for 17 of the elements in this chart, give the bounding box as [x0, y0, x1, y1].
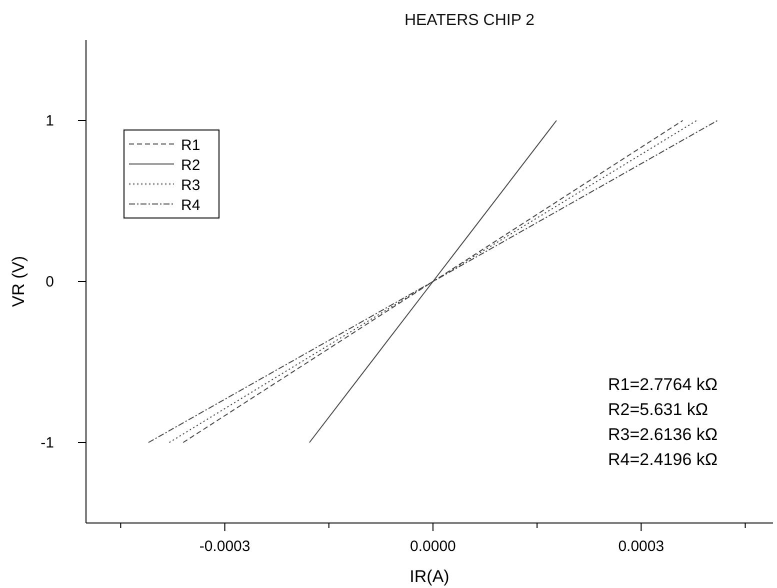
- chart-title: HEATERS CHIP 2: [404, 12, 535, 29]
- y-tick-label: 1: [46, 112, 54, 130]
- annotation: R2=5.631 kΩ: [608, 400, 708, 419]
- legend-label: R1: [181, 137, 200, 154]
- legend-label: R4: [181, 197, 200, 214]
- legend-label: R3: [181, 177, 200, 194]
- annotation: R3=2.6136 kΩ: [608, 425, 718, 444]
- y-tick-label: 0: [46, 274, 54, 290]
- x-axis-title: IR(A): [410, 567, 450, 586]
- x-tick-label: -0.0003: [199, 538, 250, 555]
- annotation: R1=2.7764 kΩ: [608, 375, 718, 394]
- y-axis-title: VR (V): [9, 256, 28, 307]
- y-tick-label: -1: [40, 434, 54, 452]
- annotation: R4=2.4196 kΩ: [608, 450, 718, 469]
- x-tick-label: 0.0003: [618, 538, 664, 555]
- x-tick-label: 0.0000: [410, 538, 456, 555]
- legend-label: R2: [181, 157, 200, 174]
